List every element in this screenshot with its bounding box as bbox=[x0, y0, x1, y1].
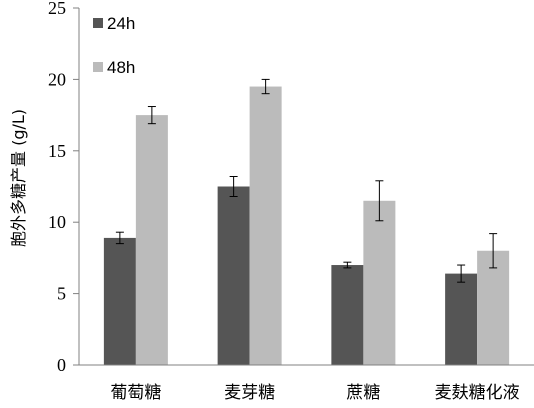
y-tick-label: 0 bbox=[57, 355, 66, 375]
x-category-label: 葡萄糖 bbox=[110, 383, 161, 403]
y-tick-label: 5 bbox=[57, 284, 66, 304]
bar-24h-2 bbox=[331, 265, 364, 365]
bar-48h-1 bbox=[249, 86, 282, 365]
y-axis-label: 胞外多糖产量 (g/L) bbox=[9, 109, 28, 247]
legend-swatch-24h bbox=[93, 18, 103, 28]
bar-48h-0 bbox=[135, 115, 168, 365]
legend-label-24h: 24h bbox=[107, 14, 135, 33]
bar-48h-3 bbox=[477, 250, 510, 365]
x-category-label: 麦麸糖化液 bbox=[435, 383, 520, 403]
y-tick-label: 15 bbox=[48, 141, 66, 161]
y-tick-label: 20 bbox=[48, 69, 66, 89]
x-category-label: 麦芽糖 bbox=[224, 383, 275, 403]
y-tick-label: 10 bbox=[48, 212, 66, 232]
x-category-label: 蔗糖 bbox=[346, 383, 380, 403]
bar-48h-2 bbox=[363, 200, 396, 365]
bar-24h-0 bbox=[103, 237, 136, 365]
y-tick-label: 25 bbox=[48, 0, 66, 18]
legend-label-48h: 48h bbox=[107, 58, 135, 77]
bar-24h-1 bbox=[217, 186, 250, 365]
legend-swatch-48h bbox=[93, 62, 103, 72]
bar-24h-3 bbox=[445, 273, 478, 365]
